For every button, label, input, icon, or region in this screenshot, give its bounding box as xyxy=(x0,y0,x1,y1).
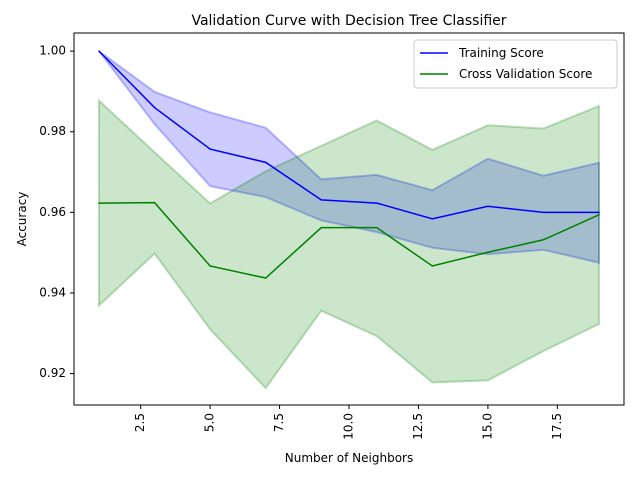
y-tick-label: 0.98 xyxy=(39,124,66,138)
training-score-point xyxy=(542,211,545,214)
training-score-point xyxy=(153,106,156,109)
cross-validation-score-line xyxy=(98,201,600,279)
legend-box xyxy=(413,39,618,89)
cross-validation-score-point xyxy=(264,277,267,279)
x-tick-label: 10.0 xyxy=(342,413,356,440)
training-score-point xyxy=(487,205,489,208)
cross-validation-score-point xyxy=(487,251,489,254)
cross-validation-score-point xyxy=(431,265,434,267)
x-tick-label: 5.0 xyxy=(203,413,217,432)
training-score-point xyxy=(320,199,322,201)
legend: Training Score Cross Validation Score xyxy=(413,39,618,89)
training-score-line xyxy=(98,50,599,220)
cross-validation-score-band xyxy=(98,98,600,390)
y-axis-ticks: 0.92 0.94 0.96 0.98 1.00 xyxy=(39,44,74,380)
cross-validation-score-point xyxy=(98,202,100,204)
legend-label-cross-validation: Cross Validation Score xyxy=(459,67,592,81)
training-score-point xyxy=(431,218,434,220)
training-score-point xyxy=(264,161,267,164)
x-tick-label: 2.5 xyxy=(133,413,147,432)
x-axis-label: Number of Neighbors xyxy=(285,451,413,465)
y-tick-label: 1.00 xyxy=(39,44,66,58)
cross-validation-score-point xyxy=(209,265,211,267)
y-tick-label: 0.94 xyxy=(39,285,66,299)
training-score-point xyxy=(376,202,378,204)
x-tick-label: 15.0 xyxy=(480,413,494,440)
cross-validation-score-point xyxy=(153,201,156,204)
x-tick-label: 12.5 xyxy=(411,413,425,440)
training-score-point xyxy=(209,148,211,150)
cross-validation-score-point xyxy=(542,239,545,241)
cross-validation-score-point xyxy=(376,226,378,229)
cross-validation-score-point xyxy=(598,214,600,216)
y-axis-label: Accuracy xyxy=(15,192,29,247)
legend-label-training: Training Score xyxy=(458,46,544,60)
chart-title: Validation Curve with Decision Tree Clas… xyxy=(191,13,506,29)
x-axis-ticks: 2.5 5.0 7.5 10.0 12.5 15.0 17.5 xyxy=(133,405,564,440)
y-tick-label: 0.92 xyxy=(39,366,66,380)
cross-validation-score-point xyxy=(320,226,322,229)
series-lines xyxy=(98,50,600,279)
x-tick-label: 17.5 xyxy=(550,413,564,440)
x-tick-label: 7.5 xyxy=(272,413,286,432)
y-tick-label: 0.96 xyxy=(39,205,66,219)
training-score-point xyxy=(598,211,600,214)
training-score-point xyxy=(98,50,100,52)
